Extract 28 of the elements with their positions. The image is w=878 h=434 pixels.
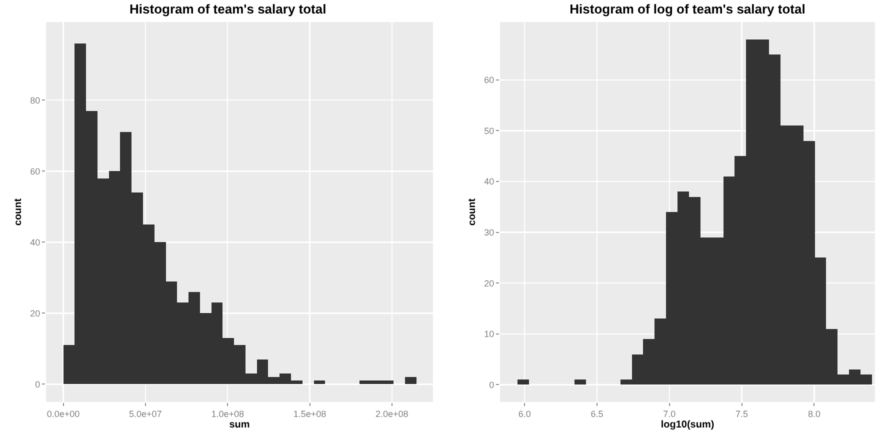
x-tick-label: 6.0 xyxy=(518,408,531,419)
x-tick-label: 7.5 xyxy=(736,408,748,419)
chart-title: Histogram of log of team's salary total xyxy=(570,1,806,16)
y-tick-label: 50 xyxy=(484,126,494,136)
chart-title: Histogram of team's salary total xyxy=(130,1,326,16)
y-tick-label: 20 xyxy=(484,278,494,288)
y-tick-label: 40 xyxy=(484,176,494,187)
x-tick-label: 1.5e+08 xyxy=(293,408,326,419)
x-tick-label: 7.0 xyxy=(663,408,676,419)
y-tick-label: 60 xyxy=(30,166,40,176)
x-tick-label: 1.0e+08 xyxy=(211,408,244,419)
x-tick-label: 0.0e+00 xyxy=(46,408,80,419)
x-tick-label: 8.0 xyxy=(808,408,820,419)
y-tick-label: 60 xyxy=(484,75,494,86)
y-axis-title: count xyxy=(13,198,24,226)
x-tick-label: 5.0e+07 xyxy=(129,408,162,419)
y-tick-label: 0 xyxy=(35,379,40,390)
y-tick-label: 80 xyxy=(30,95,40,106)
y-tick-label: 30 xyxy=(484,227,494,238)
x-axis-title: sum xyxy=(229,419,250,430)
y-tick-label: 40 xyxy=(30,237,40,248)
x-tick-label: 6.5 xyxy=(590,408,604,419)
x-axis-title: log10(sum) xyxy=(660,419,714,430)
y-tick-label: 10 xyxy=(484,329,494,340)
y-axis-title: count xyxy=(467,198,478,226)
y-tick-label: 0 xyxy=(489,380,494,390)
y-tick-label: 20 xyxy=(30,308,40,318)
x-tick-label: 2.0e+08 xyxy=(376,408,408,419)
